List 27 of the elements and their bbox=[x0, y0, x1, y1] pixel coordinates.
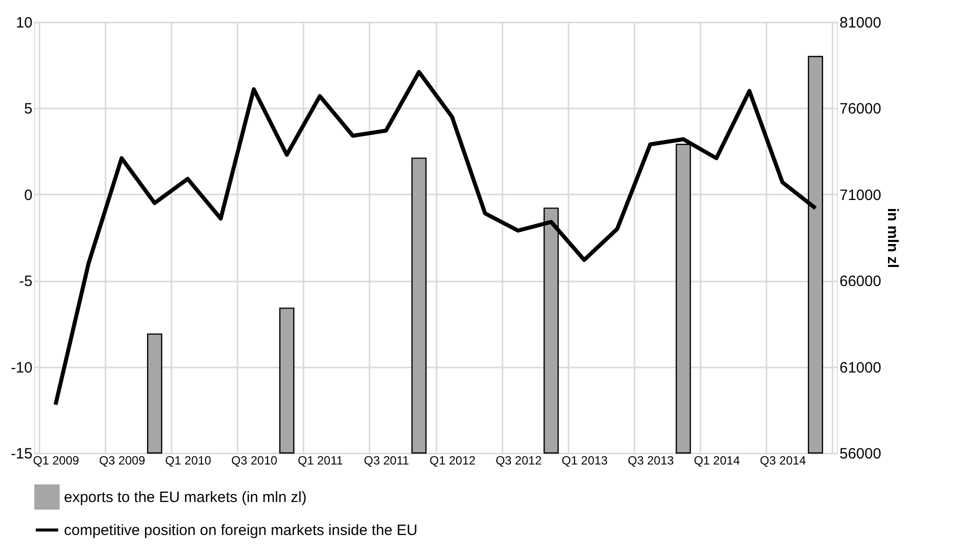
y-tick-label: 10 bbox=[16, 14, 32, 32]
legend-label: competitive position on foreign markets inside the EU bbox=[64, 522, 418, 539]
x-tick-label: Q1 2012 bbox=[429, 454, 476, 468]
y2-tick-label: 71000 bbox=[840, 186, 882, 204]
legend-label: exports to the EU markets (in mln zl) bbox=[64, 489, 307, 506]
y2-tick-label: 66000 bbox=[840, 273, 882, 290]
x-tick-label: Q3 2009 bbox=[99, 454, 146, 468]
x-tick-label: Q3 2014 bbox=[760, 454, 806, 468]
y2-axis-title: in mln zl bbox=[884, 208, 902, 268]
y-tick-label: -10 bbox=[10, 359, 32, 376]
y-tick-label: 0 bbox=[24, 186, 32, 204]
x-tick-label: Q1 2010 bbox=[165, 454, 212, 468]
y2-tick-label: 76000 bbox=[840, 100, 882, 118]
x-tick-label: Q1 2009 bbox=[32, 454, 80, 468]
y2-tick-label: 81000 bbox=[840, 14, 882, 32]
y-tick-label: -5 bbox=[19, 273, 32, 290]
x-tick-label: Q1 2011 bbox=[298, 454, 344, 468]
x-tick-label: Q1 2013 bbox=[562, 454, 608, 468]
x-tick-label: Q3 2013 bbox=[628, 454, 674, 468]
x-tick-label: Q3 2012 bbox=[496, 454, 542, 468]
x-tick-label: Q1 2014 bbox=[694, 454, 740, 468]
x-tick-label: Q3 2011 bbox=[364, 454, 410, 468]
y2-tick-label: 61000 bbox=[840, 359, 882, 376]
y-tick-label: 5 bbox=[24, 100, 32, 118]
y2-tick-label: 56000 bbox=[840, 446, 882, 462]
y-tick-label: -15 bbox=[10, 446, 32, 462]
x-tick-label: Q3 2010 bbox=[231, 454, 278, 468]
